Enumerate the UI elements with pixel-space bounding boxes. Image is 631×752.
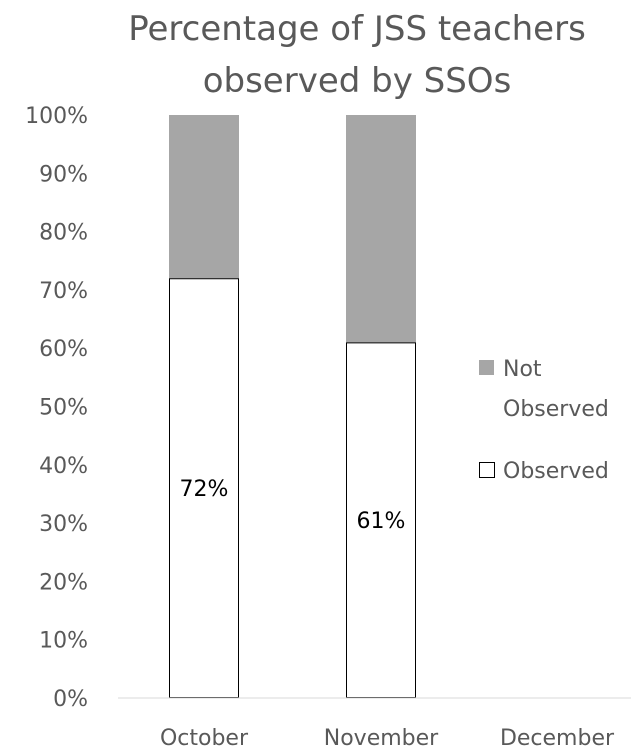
data-label-observed: 61% [357, 509, 406, 534]
y-tick-label: 80% [39, 221, 88, 246]
x-category-label: December [500, 726, 615, 751]
y-tick-label: 100% [25, 104, 88, 129]
legend-swatch-not-observed [479, 360, 494, 375]
y-axis-tick-labels: 0% 10% 20% 30% 40% 50% 60% 70% 80% 90% 100% [25, 104, 88, 712]
y-tick-label: 40% [39, 454, 88, 479]
y-tick-label: 20% [39, 570, 88, 595]
y-tick-label: 10% [39, 629, 88, 654]
legend-swatch-observed [479, 462, 495, 478]
y-tick-label: 50% [39, 396, 88, 421]
y-tick-label: 0% [53, 687, 88, 712]
legend-label-not-observed: Observed [503, 397, 609, 422]
y-tick-label: 70% [39, 279, 88, 304]
legend: Not Observed Observed [479, 357, 609, 484]
x-category-label: November [324, 726, 439, 751]
data-labels: 72% 61% [180, 477, 406, 534]
legend-label-not-observed: Not [503, 357, 542, 382]
bar-observed [169, 278, 239, 698]
chart-title-line-1: Percentage of JSS teachers [128, 9, 586, 49]
bar-observed [346, 342, 416, 698]
data-label-observed: 72% [180, 477, 229, 502]
legend-label-observed: Observed [503, 459, 609, 484]
chart-title: Percentage of JSS teachers observed by S… [128, 9, 586, 101]
y-tick-label: 90% [39, 162, 88, 187]
x-category-label: October [160, 726, 249, 751]
y-tick-label: 60% [39, 337, 88, 362]
bars [169, 115, 416, 698]
chart-title-line-2: observed by SSOs [203, 61, 512, 101]
y-tick-label: 30% [39, 512, 88, 537]
bar-not-observed [169, 115, 239, 279]
bar-not-observed [346, 115, 416, 343]
x-axis-category-labels: October November December [160, 726, 615, 751]
